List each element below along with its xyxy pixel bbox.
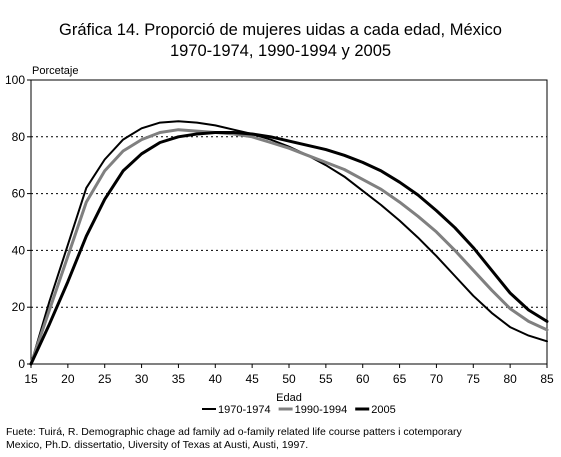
x-axis-label: Edad [276, 392, 302, 404]
x-tick-label: 80 [503, 372, 517, 386]
x-axis: 15 20 25 30 35 40 45 50 55 60 65 70 75 80 85 [24, 364, 554, 386]
x-tick-label: 40 [209, 372, 223, 386]
y-tick-label: 60 [12, 187, 26, 201]
x-tick-label: 75 [467, 372, 481, 386]
plot-area [30, 79, 548, 365]
x-tick-label: 20 [61, 372, 75, 386]
x-tick-label: 45 [245, 372, 259, 386]
x-tick-label: 50 [282, 372, 296, 386]
x-tick-label: 60 [356, 372, 370, 386]
y-tick-label: 20 [12, 300, 26, 314]
x-tick-label: 25 [98, 372, 112, 386]
series-lines [29, 120, 549, 366]
x-tick-label: 70 [430, 372, 444, 386]
x-tick-label: 35 [172, 372, 186, 386]
chart-title-line2: 1970-1974, 1990-1994 y 2005 [169, 42, 392, 60]
legend: 1970-1974 1990-1994 2005 [202, 404, 396, 416]
x-tick-label: 55 [319, 372, 333, 386]
legend-label: 2005 [371, 404, 395, 416]
gridlines [31, 136, 547, 308]
source-line2: Mexico, Ph.D. dissertatio, Uiversity of … [6, 439, 309, 451]
y-axis-label: Porcetaje [32, 65, 78, 77]
line-chart: 0 20 40 60 80 100 15 20 25 30 35 40 45 50 55 60 65 70 75 8… [5, 65, 554, 416]
series-line-1990-1994 [29, 128, 549, 366]
x-tick-label: 30 [135, 372, 149, 386]
y-tick-label: 100 [5, 73, 25, 87]
y-tick-label: 40 [12, 243, 26, 257]
legend-label: 1990-1994 [295, 404, 348, 416]
source-note: Fuete: Tuirá, R. Demographic chage ad fa… [6, 426, 556, 452]
x-tick-label: 15 [24, 372, 38, 386]
x-tick-label: 65 [393, 372, 407, 386]
y-tick-label: 0 [18, 357, 25, 371]
y-tick-label: 80 [12, 130, 26, 144]
x-tick-label: 85 [540, 372, 554, 386]
source-line1: Fuete: Tuirá, R. Demographic chage ad fa… [6, 426, 462, 438]
y-axis: 0 20 40 60 80 100 [5, 73, 31, 371]
legend-label: 1970-1974 [218, 404, 271, 416]
series-line-2005 [29, 131, 549, 366]
chart-title-line1: Gráfica 14. Proporció de mujeres uidas a… [59, 21, 502, 39]
